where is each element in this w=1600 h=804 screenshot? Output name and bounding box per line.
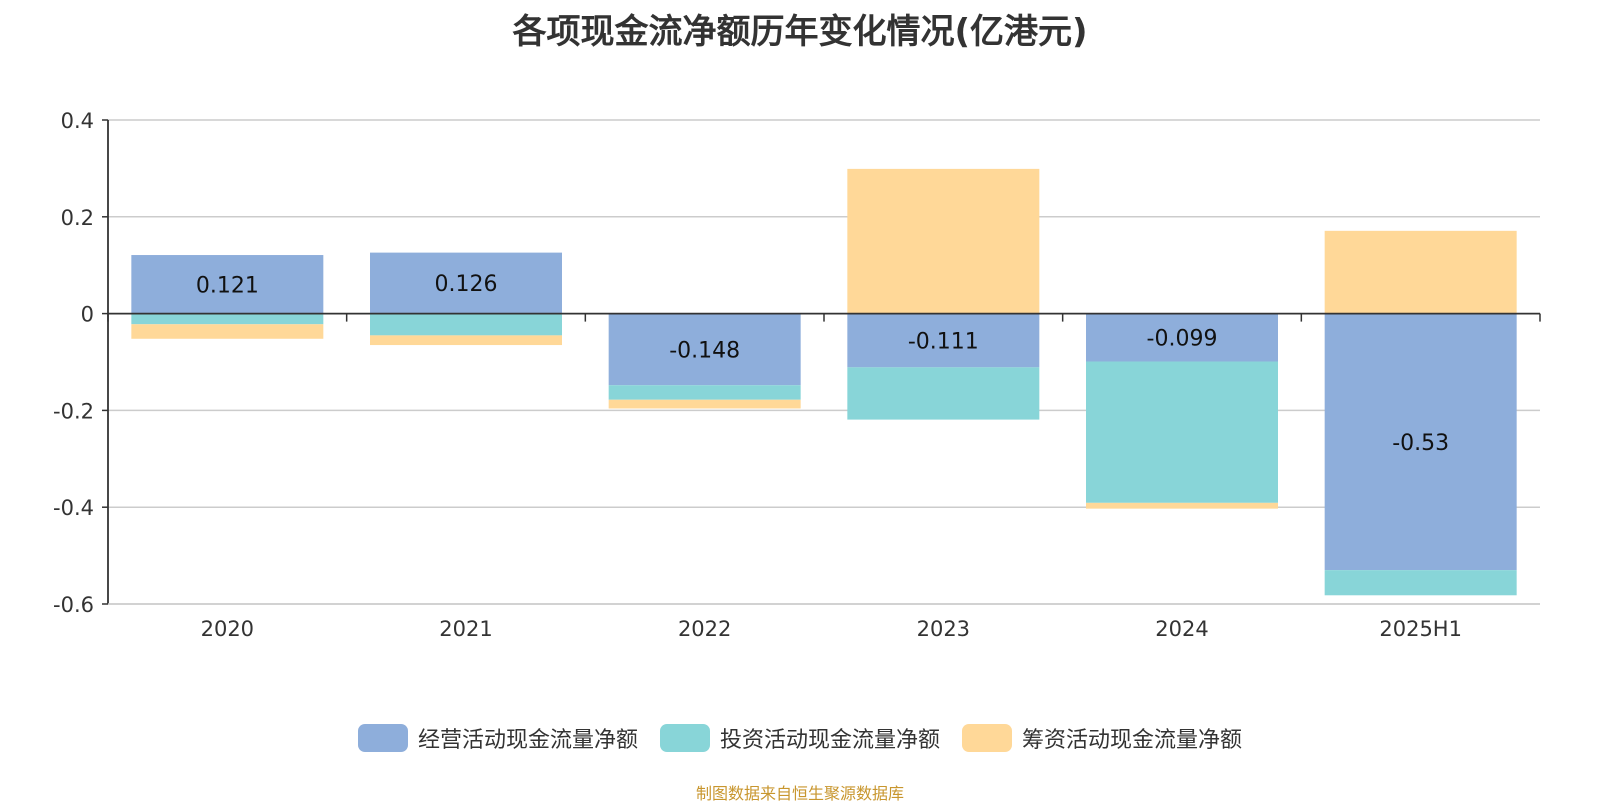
axes: 0.4 0.2 0 -0.2 -0.4 -0.6 2020 2021 2022 2023 2024 2… xyxy=(53,109,1541,641)
data-label: -0.111 xyxy=(908,329,979,354)
legend-label-investing: 投资活动现金流量净额 xyxy=(719,728,940,753)
data-label: -0.099 xyxy=(1147,327,1218,352)
x-tick-label: 2025H1 xyxy=(1379,617,1462,641)
bar-investing xyxy=(1324,570,1517,596)
y-tick-label: -0.2 xyxy=(53,399,94,423)
bar-operating xyxy=(1324,313,1517,571)
bar-investing xyxy=(1086,361,1278,503)
data-labels: 0.121 0.126 -0.148 -0.111 -0.099 -0.53 xyxy=(196,272,1449,456)
legend-item-investing[interactable]: 投资活动现金流量净额 xyxy=(659,722,940,754)
bar-operating xyxy=(370,252,562,314)
x-tick-label: 2024 xyxy=(1155,617,1208,641)
legend-swatch-investing xyxy=(659,724,710,752)
bar-financing xyxy=(608,399,801,409)
y-tick-label: -0.4 xyxy=(53,496,94,520)
x-tick-label: 2022 xyxy=(678,617,731,641)
bar-operating xyxy=(131,255,324,314)
bar-financing xyxy=(370,335,562,346)
bar-investing xyxy=(370,313,562,336)
data-label: 0.126 xyxy=(435,272,498,297)
bars xyxy=(131,168,1517,596)
bar-operating xyxy=(608,313,801,386)
legend-item-financing[interactable]: 筹资活动现金流量净额 xyxy=(962,722,1242,754)
bar-financing xyxy=(847,168,1040,314)
source-note: 制图数据来自恒生聚源数据库 xyxy=(695,784,904,803)
y-tick-label: 0.2 xyxy=(61,206,94,230)
bar-financing xyxy=(1086,502,1278,509)
legend-label-financing: 筹资活动现金流量净额 xyxy=(1022,728,1243,753)
bar-investing xyxy=(847,367,1040,420)
grid-lines xyxy=(108,119,1540,605)
legend-item-operating[interactable]: 经营活动现金流量净额 xyxy=(357,722,638,754)
x-tick-label: 2023 xyxy=(917,617,970,641)
y-tick-label: 0.4 xyxy=(61,109,94,133)
bar-operating xyxy=(847,313,1040,368)
y-tick-label: -0.6 xyxy=(53,593,94,617)
legend-label-operating: 经营活动现金流量净额 xyxy=(417,728,638,753)
data-label: -0.53 xyxy=(1392,431,1449,456)
x-tick-label: 2021 xyxy=(439,617,492,641)
data-label: 0.121 xyxy=(196,273,259,298)
legend: 经营活动现金流量净额 投资活动现金流量净额 筹资活动现金流量净额 xyxy=(0,722,1600,754)
bar-financing xyxy=(1324,230,1517,314)
chart-plot: 0.4 0.2 0 -0.2 -0.4 -0.6 2020 2021 2022 2023 2024 2… xyxy=(53,109,1541,641)
data-label: -0.148 xyxy=(669,338,740,363)
x-tick-label: 2020 xyxy=(201,617,254,641)
legend-swatch-financing xyxy=(962,724,1012,752)
y-tick-label: 0 xyxy=(81,303,94,327)
legend-swatch-operating xyxy=(357,724,408,752)
bar-investing xyxy=(131,313,324,325)
bar-operating xyxy=(1086,313,1278,362)
chart-title: 各项现金流净额历年变化情况(亿港元) xyxy=(512,12,1088,52)
bar-financing xyxy=(131,324,324,339)
bar-investing xyxy=(608,385,801,400)
